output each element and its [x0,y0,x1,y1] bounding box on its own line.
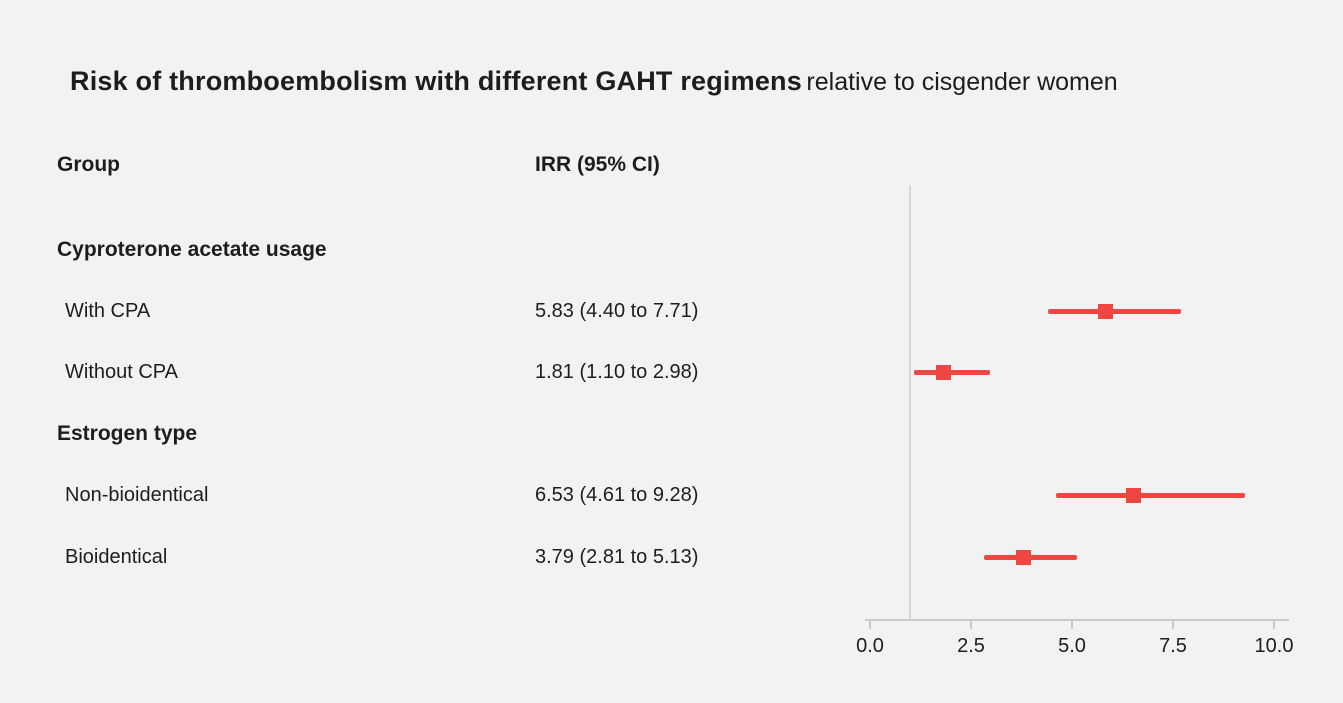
confidence-interval-line [1056,493,1245,499]
column-header-irr: IRR (95% CI) [535,153,660,176]
x-axis: 0.0 2.5 5.0 7.5 10.0 [856,619,1293,679]
group-subheading: Estrogen type [57,422,198,446]
forest-table: Cyproterone acetate usage With CPA 5.83 … [0,219,1343,588]
table-row: Bioidentical 3.79 (2.81 to 5.13) [0,527,1343,589]
table-row-subheading: Cyproterone acetate usage [0,219,1343,281]
x-axis-tick-label: 0.0 [856,635,884,657]
row-label: Bioidentical [65,545,168,568]
x-axis-tick [1172,621,1174,629]
point-estimate-marker [1126,488,1142,504]
table-row: Non-bioidentical 6.53 (4.61 to 9.28) [0,465,1343,527]
x-axis-tick [1071,621,1073,629]
point-estimate-marker [1098,303,1114,319]
point-estimate-marker [935,365,951,381]
x-axis-tick-label: 2.5 [957,635,985,657]
row-label: Without CPA [65,361,178,384]
row-irr-value: 5.83 (4.40 to 7.71) [535,299,699,322]
column-header-plot-spacer [870,148,1343,182]
table-row-subheading: Estrogen type [0,404,1343,466]
x-axis-tick [970,621,972,629]
row-plot-strip [870,281,1343,343]
x-axis-tick-label: 7.5 [1159,635,1187,657]
row-irr-value: 3.79 (2.81 to 5.13) [535,545,699,568]
x-axis-tick [869,621,871,629]
reference-line [909,185,912,620]
chart-title-suffix: relative to cisgender women [806,68,1118,96]
row-label: Non-bioidentical [65,484,209,507]
row-plot-strip [870,527,1343,589]
table-row: Without CPA 1.81 (1.10 to 2.98) [0,342,1343,404]
x-axis-tick-label: 5.0 [1058,635,1086,657]
x-axis-line [865,619,1289,621]
chart-title-main: Risk of thromboembolism with different G… [70,66,802,96]
chart-title: Risk of thromboembolism with different G… [70,66,1118,97]
row-irr-value: 6.53 (4.61 to 9.28) [535,484,699,507]
column-header-group: Group [57,153,120,176]
x-axis-tick-label: 10.0 [1254,635,1294,657]
row-irr-value: 1.81 (1.10 to 2.98) [535,361,699,384]
row-plot-strip [870,404,1343,466]
group-subheading: Cyproterone acetate usage [57,237,327,261]
column-header-row: Group IRR (95% CI) [0,148,1343,182]
row-plot-strip [870,342,1343,404]
row-plot-strip [870,465,1343,527]
confidence-interval-line [914,370,991,376]
table-row: With CPA 5.83 (4.40 to 7.71) [0,281,1343,343]
row-label: With CPA [65,299,151,322]
point-estimate-marker [1015,549,1031,565]
row-plot-strip [870,219,1343,281]
confidence-interval-line [1047,308,1182,314]
x-axis-tick [1273,621,1275,629]
